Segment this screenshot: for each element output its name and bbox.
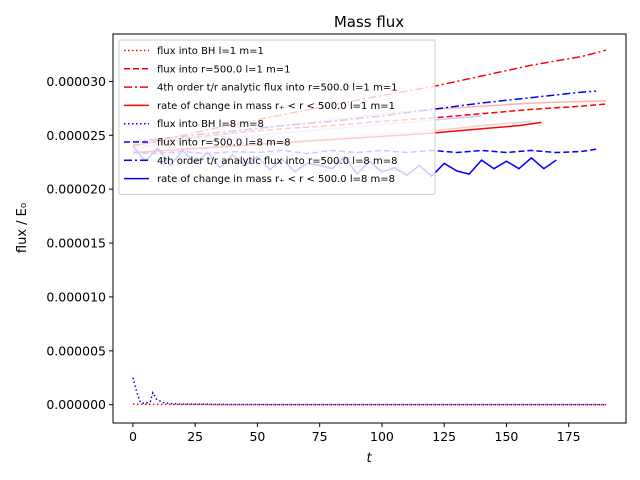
- legend-box: [118, 39, 436, 195]
- series-line-0: [132, 403, 607, 406]
- legend-label-3: rate of change in mass r₊ < r < 500.0 l=…: [157, 101, 395, 112]
- y-tick-label: 0.000005: [46, 343, 106, 358]
- legend: flux into BH l=1 m=1 flux into r=500.0 l=…: [118, 39, 436, 195]
- x-tick-label: 150: [495, 429, 519, 444]
- legend-label-6: 4th order t/r analytic flux into r=500.0…: [157, 156, 397, 167]
- y-tick-label: 0.000025: [46, 128, 106, 143]
- legend-label-4: flux into BH l=8 m=8: [157, 119, 264, 130]
- y-tick-label: 0.000015: [46, 236, 106, 251]
- plot-frame: [112, 33, 627, 424]
- legend-label-5: flux into r=500.0 l=8 m=8: [157, 138, 291, 149]
- x-tick-label: 50: [249, 429, 265, 444]
- y-tick-label: 0.000000: [46, 397, 106, 412]
- series-line-4: [132, 377, 607, 406]
- legend-label-1: flux into r=500.0 l=1 m=1: [157, 64, 291, 75]
- x-axis-title: t: [366, 451, 372, 466]
- x-tick-label: 75: [312, 429, 328, 444]
- legend-label-2: 4th order t/r analytic flux into r=500.0…: [157, 83, 397, 94]
- y-tick-label: 0.000010: [46, 289, 106, 304]
- y-axis-title: flux / E₀: [15, 203, 30, 253]
- legend-label-7: rate of change in mass r₊ < r < 500.0 l=…: [157, 174, 395, 185]
- chart-title: Mass flux: [334, 13, 404, 31]
- x-tick-label: 125: [432, 429, 456, 444]
- x-tick-label: 0: [129, 429, 137, 444]
- x-tick-label: 25: [187, 429, 203, 444]
- y-tick-label: 0.000030: [46, 74, 106, 89]
- ticks-layer: 0 25 50 75 100 125 150 175 0.000000 0.000005 0.000…: [46, 74, 580, 444]
- x-tick-label: 100: [370, 429, 394, 444]
- axes-layer: [112, 33, 627, 424]
- y-tick-label: 0.000020: [46, 182, 106, 197]
- legend-label-0: flux into BH l=1 m=1: [157, 46, 264, 57]
- x-tick-label: 175: [557, 429, 581, 444]
